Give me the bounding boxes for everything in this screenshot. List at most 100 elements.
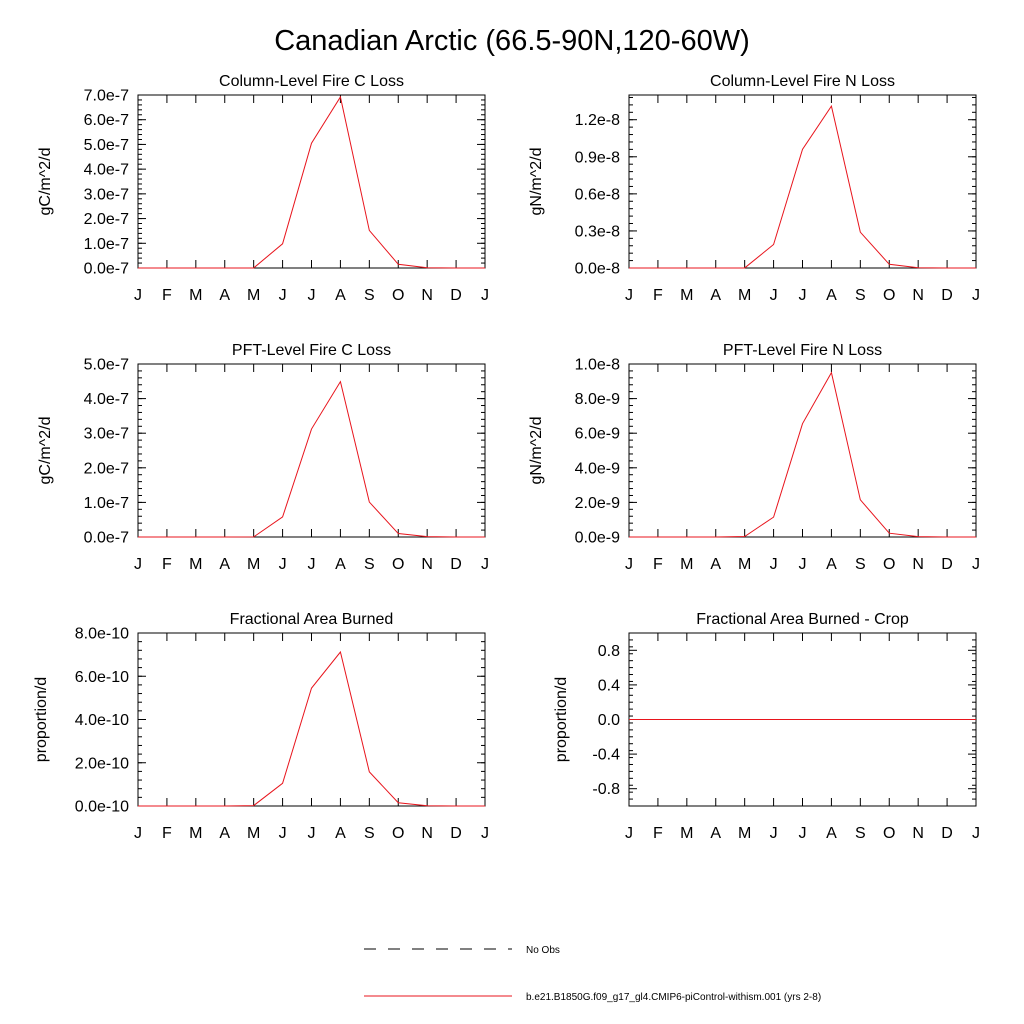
x-tick-label: F — [653, 556, 663, 573]
chart-title: PFT-Level Fire N Loss — [723, 342, 882, 359]
chart-title: PFT-Level Fire C Loss — [232, 342, 391, 359]
y-axis-label: proportion/d — [553, 677, 570, 762]
x-tick-label: A — [826, 825, 837, 842]
x-tick-label: A — [710, 287, 721, 304]
x-tick-label: D — [450, 556, 462, 573]
y-tick-label: 8.0e-10 — [75, 626, 129, 643]
y-tick-label: 2.0e-10 — [75, 755, 129, 772]
x-tick-label: J — [279, 556, 287, 573]
plot-frame — [628, 363, 977, 538]
x-tick-label: F — [653, 825, 663, 842]
y-tick-label: 4.0e-7 — [84, 162, 129, 179]
y-tick-label: -0.8 — [592, 781, 620, 798]
y-tick-label: 0.4 — [598, 677, 620, 694]
x-tick-label: M — [738, 287, 751, 304]
x-tick-label: J — [279, 825, 287, 842]
x-tick-label: J — [308, 825, 316, 842]
y-tick-label: 0.8 — [598, 643, 620, 660]
x-tick-label: A — [826, 556, 837, 573]
legend-obs-label: No Obs — [526, 945, 560, 956]
plot-frame — [628, 94, 977, 269]
series-line — [138, 95, 485, 269]
y-tick-label: 6.0e-7 — [84, 112, 129, 129]
y-tick-label: 6.0e-9 — [575, 426, 620, 443]
x-tick-label: N — [912, 287, 924, 304]
y-tick-label: 7.0e-7 — [84, 88, 129, 105]
x-tick-label: M — [680, 556, 693, 573]
x-tick-label: D — [450, 825, 462, 842]
x-tick-label: J — [134, 556, 142, 573]
x-tick-label: J — [481, 556, 489, 573]
x-tick-label: O — [883, 287, 895, 304]
x-tick-label: M — [738, 556, 751, 573]
x-tick-label: J — [481, 825, 489, 842]
chart-fractional-area-burned: Fractional Area Burned proportion/d 0.0e-1… — [33, 611, 489, 842]
x-tick-label: S — [364, 287, 375, 304]
chart-title: Fractional Area Burned - Crop — [696, 611, 909, 628]
chart-column-level-fire-n-loss: Column-Level Fire N Loss gN/m^2/d 0.0e-8 0.… — [528, 73, 980, 304]
x-tick-label: M — [738, 825, 751, 842]
x-tick-label: J — [625, 825, 633, 842]
y-axis-label: gN/m^2/d — [528, 148, 545, 216]
x-tick-label: N — [912, 825, 924, 842]
x-tick-label: J — [770, 825, 778, 842]
x-tick-label: F — [653, 287, 663, 304]
x-tick-label: O — [883, 825, 895, 842]
panels: Column-Level Fire C Loss gC/m^2/d 0.0e-7 1.… — [33, 73, 980, 842]
x-tick-label: J — [972, 825, 980, 842]
chart-pft-level-fire-n-loss: PFT-Level Fire N Loss gN/m^2/d 0.0e-9 2.0e-… — [528, 342, 980, 573]
x-tick-label: J — [799, 556, 807, 573]
series-line — [629, 371, 976, 538]
x-tick-label: O — [392, 556, 404, 573]
series-line — [629, 104, 976, 269]
x-tick-label: S — [855, 825, 866, 842]
x-tick-label: N — [421, 287, 433, 304]
x-tick-label: D — [941, 287, 953, 304]
x-tick-label: F — [162, 825, 172, 842]
y-axis-label: gC/m^2/d — [37, 417, 54, 485]
x-tick-label: J — [770, 556, 778, 573]
y-axis-label: proportion/d — [33, 677, 50, 762]
y-tick-label: 0.0e-8 — [575, 261, 620, 278]
x-tick-label: A — [710, 825, 721, 842]
x-tick-label: O — [392, 287, 404, 304]
x-tick-label: A — [335, 825, 346, 842]
x-tick-label: S — [364, 825, 375, 842]
x-tick-label: A — [710, 556, 721, 573]
y-tick-label: 1.0e-8 — [575, 357, 620, 374]
legend-model-label: b.e21.B1850G.f09_g17_gl4.CMIP6-piControl… — [526, 992, 821, 1003]
plot-frame — [137, 363, 486, 538]
x-tick-label: D — [941, 825, 953, 842]
x-tick-label: N — [421, 556, 433, 573]
y-tick-label: 2.0e-7 — [84, 460, 129, 477]
y-axis-label: gC/m^2/d — [37, 148, 54, 216]
x-tick-label: A — [219, 287, 230, 304]
y-tick-label: 4.0e-9 — [575, 460, 620, 477]
chart-title: Column-Level Fire N Loss — [710, 73, 895, 90]
y-tick-label: -0.4 — [592, 747, 620, 764]
chart-pft-level-fire-c-loss: PFT-Level Fire C Loss gC/m^2/d 0.0e-7 1.0e-… — [37, 342, 489, 573]
y-tick-label: 3.0e-7 — [84, 186, 129, 203]
x-tick-label: N — [912, 556, 924, 573]
x-tick-label: J — [972, 287, 980, 304]
legend: No Obs b.e21.B1850G.f09_g17_gl4.CMIP6-pi… — [364, 945, 821, 1003]
plot-frame — [137, 94, 486, 269]
x-tick-label: M — [680, 287, 693, 304]
y-tick-label: 1.0e-7 — [84, 495, 129, 512]
x-tick-label: M — [247, 825, 260, 842]
x-tick-label: A — [335, 287, 346, 304]
x-tick-label: F — [162, 556, 172, 573]
x-tick-label: A — [219, 825, 230, 842]
x-tick-label: M — [189, 825, 202, 842]
x-tick-label: M — [189, 287, 202, 304]
y-tick-label: 5.0e-7 — [84, 357, 129, 374]
x-tick-label: O — [883, 556, 895, 573]
x-tick-label: J — [134, 287, 142, 304]
y-tick-label: 1.0e-7 — [84, 236, 129, 253]
chart-title: Fractional Area Burned — [230, 611, 394, 628]
x-tick-label: J — [625, 287, 633, 304]
y-tick-label: 0.0e-9 — [575, 530, 620, 547]
x-tick-label: D — [450, 287, 462, 304]
y-tick-label: 0.0e-7 — [84, 530, 129, 547]
